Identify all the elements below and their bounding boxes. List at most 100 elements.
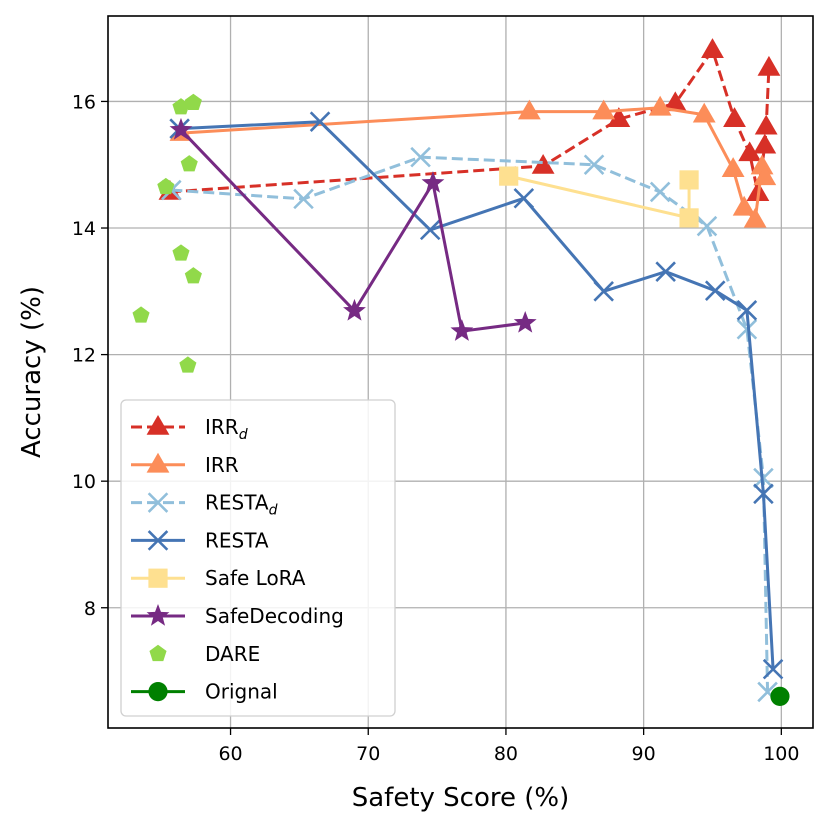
legend-marker	[146, 604, 170, 626]
legend: IRRd IRR RESTAd RESTA Safe LoRA SafeDecoding D…	[120, 399, 396, 717]
series-orignal	[770, 686, 790, 706]
data-point-dare	[157, 177, 175, 195]
data-point-resta-d	[583, 154, 605, 175]
data-point-resta-d	[736, 319, 758, 340]
legend-entry-dare: DARE	[149, 642, 260, 666]
data-point-safedecoding	[343, 298, 366, 321]
data-point-resta	[736, 300, 758, 321]
legend-entry-irr-d: IRRd	[131, 415, 248, 443]
legend-label: Orignal	[205, 680, 278, 704]
data-point-irr-d	[531, 153, 555, 174]
data-point-irr-d	[738, 141, 762, 162]
data-point-irr-d	[757, 55, 781, 76]
data-point-resta-d	[649, 181, 671, 203]
data-point-safe-lora	[679, 170, 699, 190]
legend-marker	[147, 530, 169, 551]
legend-label: SafeDecoding	[205, 604, 344, 628]
legend-entry-safedecoding: SafeDecoding	[131, 604, 344, 628]
y-tick-label: 8	[84, 598, 96, 620]
legend-entry-orignal: Orignal	[131, 680, 278, 704]
x-tick-label: 90	[632, 743, 656, 765]
data-point-irr-d	[753, 133, 777, 154]
ticks: 60 70 80 90 100 8 10 12 14 16	[72, 91, 800, 765]
data-point-irr	[692, 102, 716, 123]
data-point-resta	[704, 280, 726, 301]
data-point-resta	[655, 261, 676, 282]
data-point-dare	[132, 306, 150, 323]
data-point-irr	[732, 195, 756, 216]
data-point-dare	[172, 98, 190, 115]
data-point-resta-d	[293, 188, 314, 210]
data-point-irr-d	[663, 91, 687, 112]
series-safe-lora	[499, 166, 699, 228]
legend-label: RESTAd	[205, 491, 278, 519]
data-point-irr-d	[723, 107, 746, 127]
data-point-resta	[753, 483, 774, 505]
legend-label: IRRd	[205, 415, 248, 443]
data-point-resta	[593, 281, 614, 302]
data-point-irr-d	[701, 38, 724, 58]
legend-marker	[148, 568, 168, 588]
legend-entry-irr: IRR	[131, 452, 239, 477]
x-tick-label: 80	[494, 743, 518, 765]
data-point-irr	[592, 99, 616, 120]
data-point-resta	[513, 188, 535, 209]
data-point-dare	[184, 93, 202, 110]
legend-label: RESTA	[205, 528, 269, 552]
data-point-irr	[750, 154, 774, 175]
data-point-dare	[184, 267, 202, 284]
data-point-resta	[309, 111, 331, 132]
data-point-safedecoding	[450, 319, 474, 341]
series-line-irr	[180, 106, 767, 222]
series-safedecoding	[169, 117, 537, 341]
data-point-resta-d	[410, 146, 431, 168]
y-tick-label: 10	[72, 471, 96, 493]
legend-entry-resta: RESTA	[131, 528, 269, 552]
legend-entry-resta-d: RESTAd	[131, 491, 278, 519]
data-point-irr	[517, 99, 541, 120]
legend-box	[120, 399, 396, 717]
series-resta	[169, 111, 784, 680]
y-tick-label: 12	[72, 345, 96, 367]
data-point-irr	[648, 95, 672, 116]
legend-marker	[147, 492, 169, 513]
legend-label: IRR	[205, 453, 239, 477]
data-point-irr	[721, 157, 745, 177]
data-point-irr	[743, 207, 767, 228]
x-tick-label: 70	[356, 743, 380, 765]
data-point-dare	[180, 155, 198, 172]
y-tick-label: 14	[72, 218, 96, 240]
series-layer	[132, 38, 790, 706]
data-point-orignal	[770, 686, 790, 706]
x-tick-label: 60	[218, 743, 242, 765]
legend-label: Safe LoRA	[205, 566, 306, 590]
data-point-resta	[419, 219, 441, 241]
data-point-dare	[172, 244, 190, 261]
data-point-dare	[179, 356, 197, 373]
legend-entry-safe-lora: Safe LoRA	[131, 566, 306, 590]
axes-frame	[107, 15, 814, 729]
data-point-safedecoding	[169, 117, 193, 140]
data-point-safe-lora	[679, 208, 699, 228]
series-dare	[132, 93, 202, 373]
series-line-irr-d	[169, 48, 771, 195]
y-axis-label: Accuracy (%)	[17, 286, 47, 458]
data-point-resta	[762, 658, 784, 680]
data-point-irr	[753, 165, 777, 186]
legend-marker	[149, 644, 167, 662]
series-line-resta	[179, 120, 775, 670]
series-irr	[169, 95, 777, 228]
legend-marker	[146, 415, 170, 435]
data-point-irr-d	[754, 114, 778, 135]
legend-marker	[148, 682, 168, 702]
data-point-irr-d	[607, 107, 631, 127]
legend-label: DARE	[205, 642, 260, 666]
x-axis-label: Safety Score (%)	[352, 783, 570, 813]
data-point-safedecoding	[421, 171, 445, 193]
data-point-safedecoding	[513, 310, 537, 333]
data-point-safe-lora	[499, 166, 519, 186]
y-tick-label: 16	[72, 91, 96, 113]
data-point-resta-d	[696, 215, 718, 237]
x-tick-label: 100	[763, 743, 799, 765]
